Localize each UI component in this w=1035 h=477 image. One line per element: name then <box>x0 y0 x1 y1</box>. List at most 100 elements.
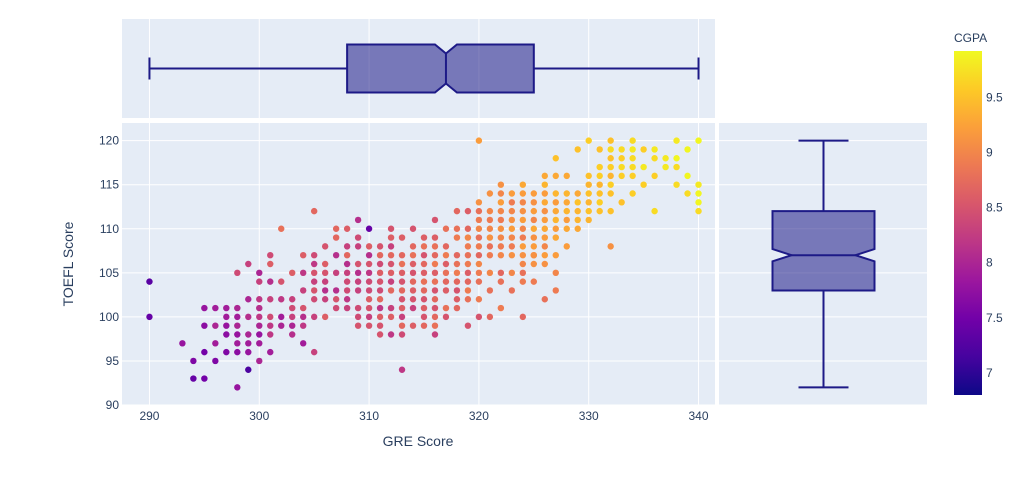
scatter-point <box>519 278 527 285</box>
scatter-point <box>289 322 296 329</box>
scatter-point <box>607 155 614 162</box>
scatter-point <box>563 199 570 206</box>
scatter-point <box>695 207 702 215</box>
scatter-point <box>442 269 450 277</box>
scatter-point <box>420 243 428 250</box>
scatter-point <box>256 340 263 347</box>
scatter-point <box>563 243 570 250</box>
scatter-point <box>420 251 428 259</box>
scatter-point <box>574 216 581 224</box>
y-tick-label: 110 <box>100 222 119 236</box>
scatter-point <box>376 260 384 268</box>
scatter-point <box>354 216 362 224</box>
colorbar-tick-label: 9.5 <box>986 90 1003 104</box>
scatter-point <box>431 278 439 285</box>
scatter-point <box>201 322 208 329</box>
scatter-point <box>486 190 494 197</box>
scatter-point <box>519 243 527 250</box>
scatter-point <box>299 287 307 294</box>
scatter-point <box>420 278 428 285</box>
scatter-point <box>223 322 230 329</box>
scatter-point <box>673 137 680 144</box>
scatter-point <box>267 296 274 303</box>
scatter-point <box>332 287 340 294</box>
scatter-point <box>651 172 658 180</box>
x-tick-label: 300 <box>249 409 269 423</box>
scatter-point <box>530 260 538 268</box>
scatter-point <box>365 225 373 232</box>
scatter-point <box>486 234 494 241</box>
scatter-point <box>530 199 538 206</box>
scatter-point <box>497 199 505 206</box>
scatter-point <box>234 269 241 277</box>
scatter-point <box>420 313 428 321</box>
scatter-point <box>431 251 439 259</box>
scatter-point <box>552 287 559 294</box>
scatter-point <box>278 296 285 303</box>
scatter-point <box>387 278 395 285</box>
scatter-point <box>530 251 538 259</box>
scatter-point <box>365 278 373 285</box>
scatter-point <box>234 313 241 321</box>
scatter-point <box>596 207 603 215</box>
scatter-point <box>223 348 230 356</box>
scatter-point <box>563 216 570 224</box>
scatter-point <box>508 216 516 224</box>
scatter-point <box>409 269 417 277</box>
scatter-point <box>387 331 395 338</box>
scatter-point <box>343 269 351 277</box>
scatter-point <box>321 260 329 268</box>
scatter-point <box>541 207 548 215</box>
scatter-point <box>365 296 373 303</box>
x-tick-label: 340 <box>689 409 709 423</box>
scatter-point <box>475 216 483 224</box>
scatter-point <box>398 278 406 285</box>
scatter-point <box>486 269 494 277</box>
scatter-point <box>574 146 581 153</box>
scatter-point <box>453 278 461 285</box>
scatter-point <box>223 331 230 338</box>
scatter-point <box>607 146 614 153</box>
scatter-point <box>673 163 680 171</box>
colorbar-tick-label: 7.5 <box>986 311 1003 325</box>
scatter-point <box>256 313 263 321</box>
scatter-point <box>530 216 538 224</box>
scatter-point <box>497 190 505 197</box>
scatter-point <box>530 234 538 241</box>
scatter-point <box>354 287 362 294</box>
scatter-point <box>508 251 516 259</box>
scatter-point <box>310 278 318 285</box>
scatter-point <box>519 313 527 321</box>
scatter-point <box>365 243 373 250</box>
scatter-point <box>464 225 472 232</box>
scatter-point <box>596 163 603 171</box>
scatter-point <box>365 260 373 268</box>
scatter-point <box>640 163 647 171</box>
x-tick-label: 330 <box>579 409 599 423</box>
scatter-point <box>585 190 592 197</box>
scatter-point <box>475 296 483 303</box>
scatter-point <box>552 234 559 241</box>
scatter-point <box>607 137 614 144</box>
scatter-point <box>497 225 505 232</box>
scatter-point <box>695 181 702 188</box>
scatter-point <box>431 234 439 241</box>
scatter-point <box>245 366 252 373</box>
scatter-point <box>442 278 450 285</box>
scatter-point <box>585 199 592 206</box>
scatter-point <box>354 234 362 241</box>
scatter-point <box>343 260 351 268</box>
scatter-point <box>376 287 384 294</box>
scatter-point <box>530 278 538 285</box>
scatter-point <box>310 260 318 268</box>
scatter-point <box>146 278 153 285</box>
scatter-point <box>486 251 494 259</box>
scatter-point <box>497 304 505 312</box>
scatter-point <box>409 278 417 285</box>
x-tick-label: 310 <box>359 409 379 423</box>
scatter-point <box>201 304 208 312</box>
scatter-point <box>519 216 527 224</box>
scatter-point <box>321 243 329 250</box>
scatter-point <box>541 296 548 303</box>
scatter-point <box>398 304 406 312</box>
